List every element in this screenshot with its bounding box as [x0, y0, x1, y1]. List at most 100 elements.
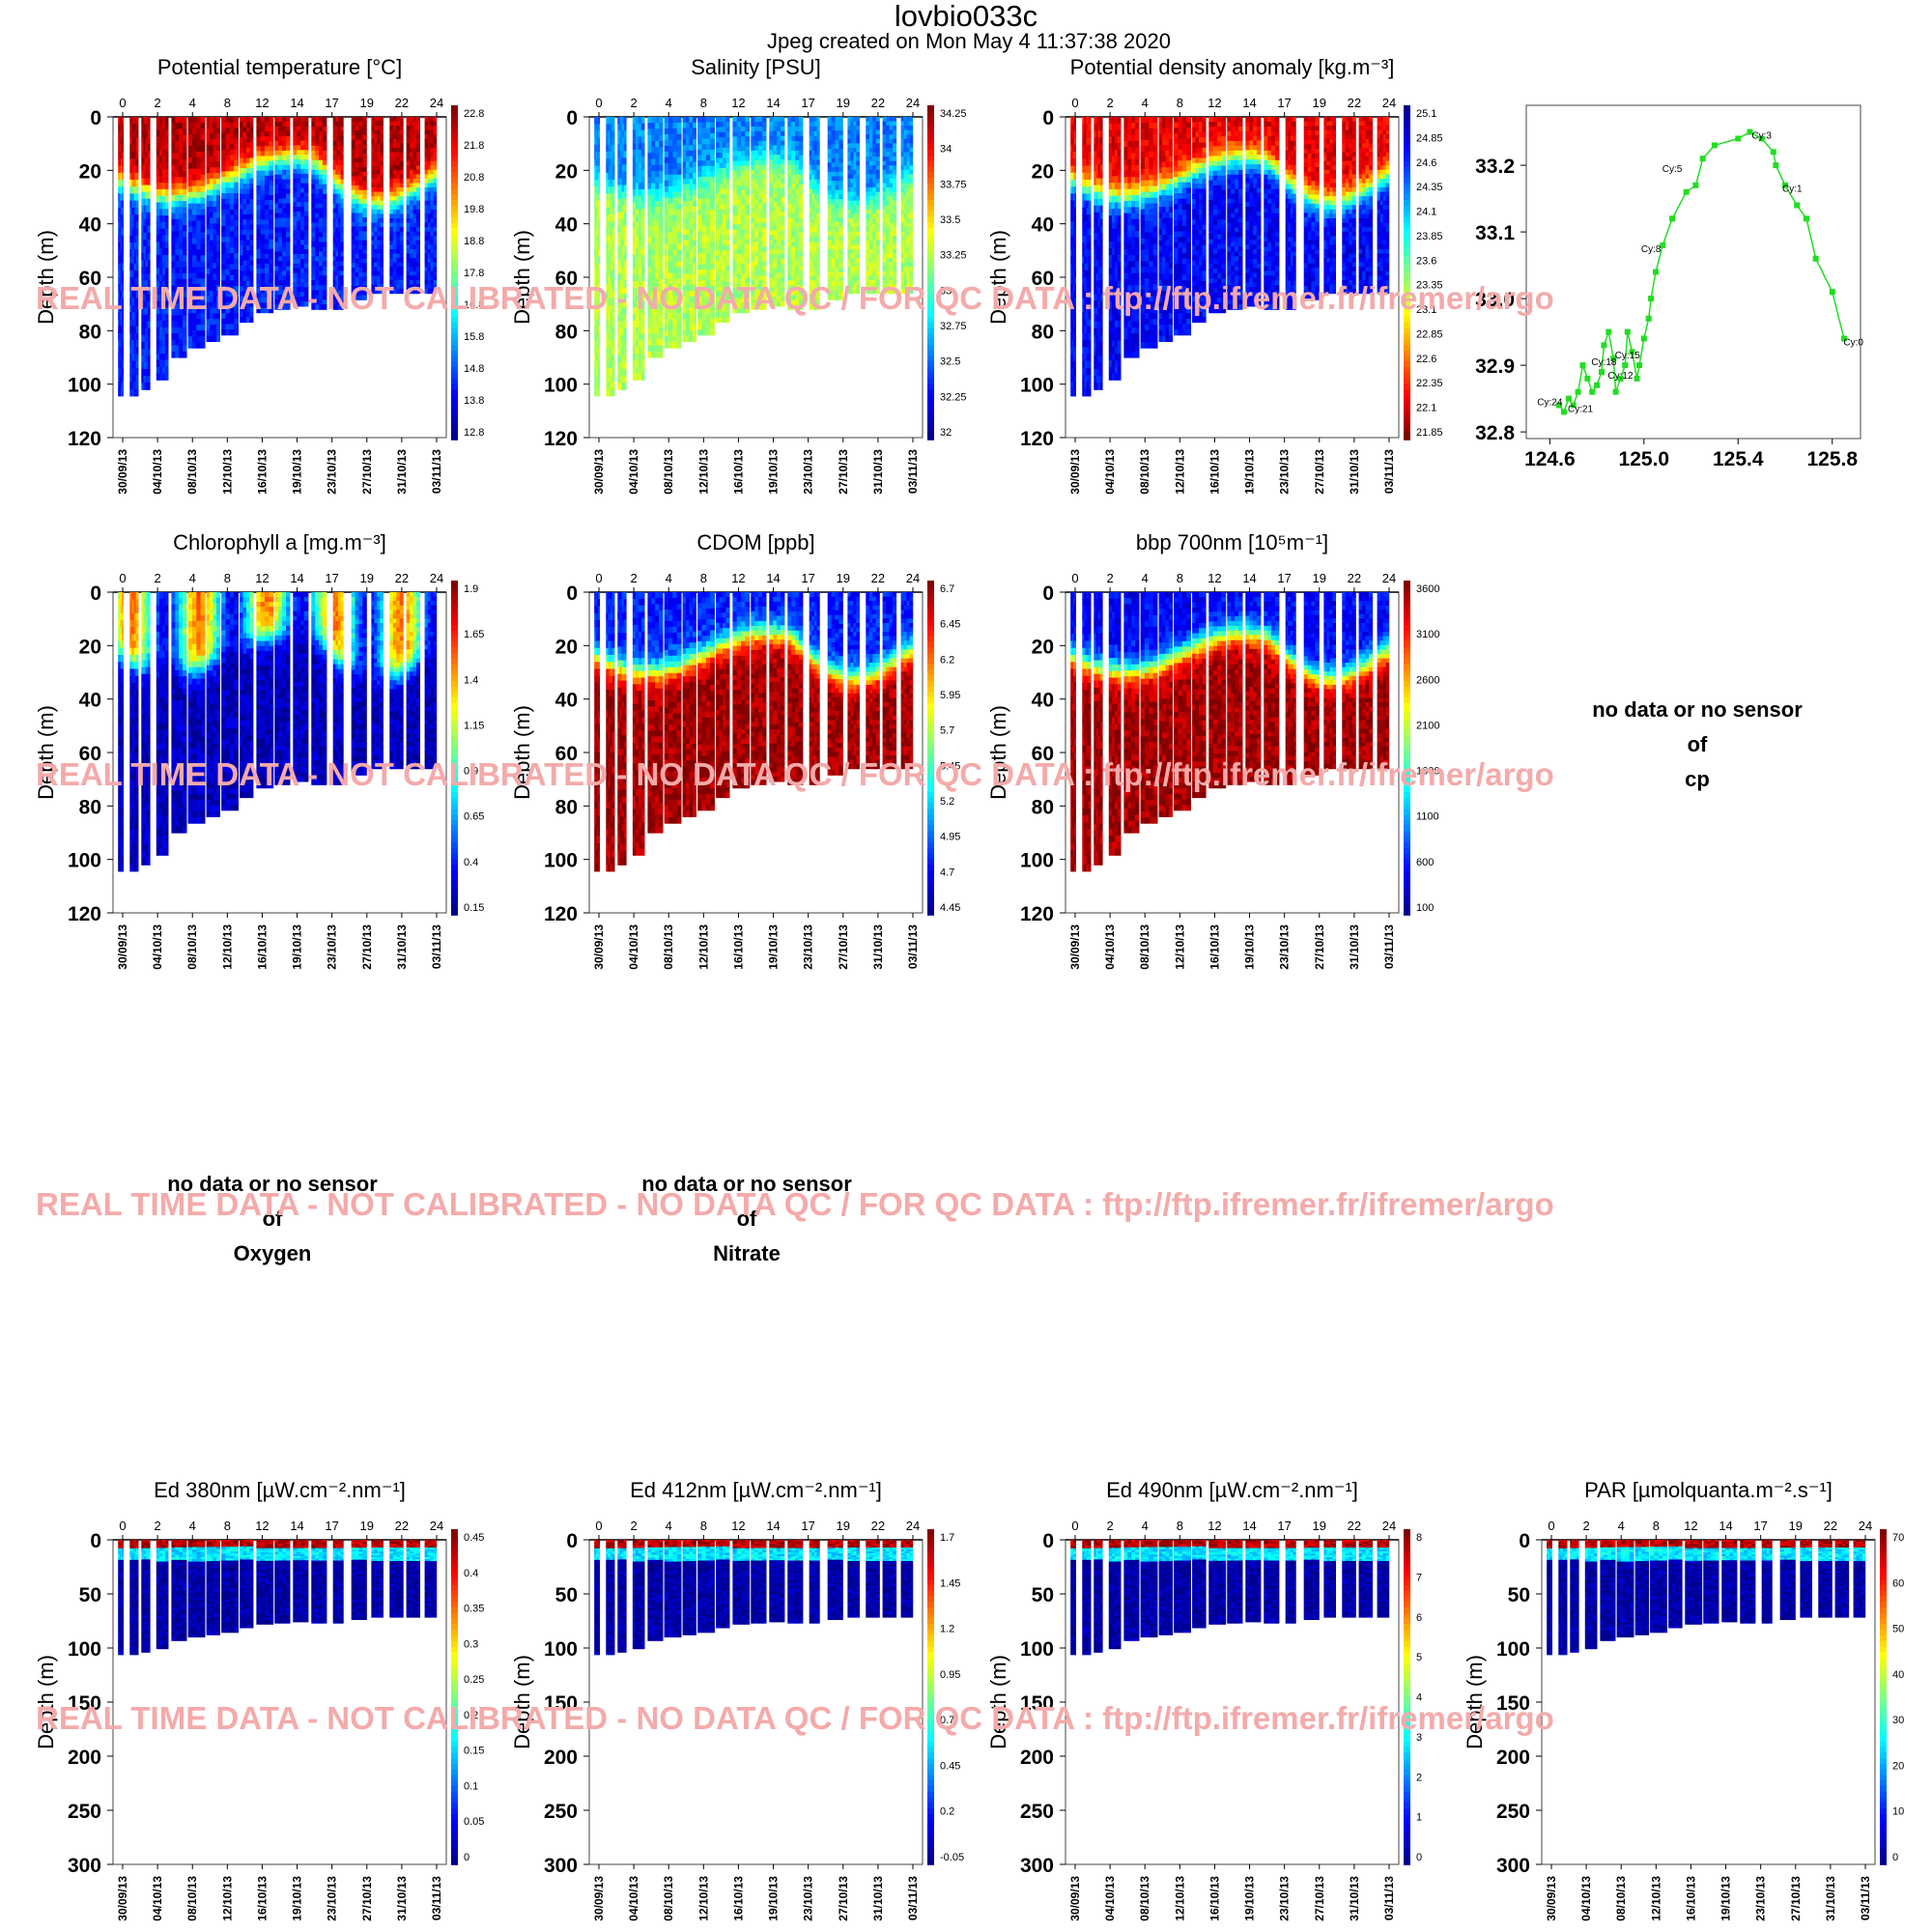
- data-cell: [201, 330, 206, 337]
- data-cell: [213, 229, 217, 235]
- data-cell: [221, 171, 226, 177]
- data-cell: [171, 171, 176, 178]
- data-cell: [171, 147, 176, 154]
- data-cell: [188, 261, 193, 268]
- data-cell: [165, 347, 169, 354]
- data-cell: [207, 257, 211, 263]
- data-cell: [207, 325, 211, 330]
- data-cell: [225, 187, 230, 193]
- data-cell: [201, 175, 206, 182]
- data-cell: [221, 183, 226, 188]
- data-cell: [156, 124, 160, 130]
- data-cell: [249, 148, 253, 154]
- figure: lovbio033c Jpeg created on Mon May 4 11:…: [0, 0, 1932, 1932]
- data-cell: [225, 237, 230, 242]
- data-cell: [249, 210, 253, 215]
- data-cell: [196, 181, 201, 187]
- data-cell: [136, 389, 139, 397]
- data-cell: [230, 253, 235, 259]
- data-cell: [179, 213, 184, 220]
- data-cell: [196, 152, 201, 158]
- data-cell: [225, 128, 230, 133]
- data-cell: [165, 163, 169, 170]
- data-cell: [221, 123, 226, 128]
- data-cell: [234, 123, 239, 128]
- data-cell: [188, 134, 193, 141]
- data-cell: [188, 157, 193, 164]
- data-cell: [207, 218, 211, 224]
- data-cell: [179, 153, 184, 159]
- data-cell: [201, 163, 206, 170]
- data-cell: [225, 117, 230, 123]
- data-cell: [221, 220, 226, 226]
- data-cell: [216, 151, 220, 156]
- data-cell: [179, 171, 184, 178]
- data-cell: [234, 264, 239, 270]
- data-cell: [207, 269, 211, 274]
- data-cell: [148, 206, 151, 213]
- data-cell: [179, 346, 184, 353]
- data-cell: [216, 156, 220, 162]
- data-cell: [136, 173, 139, 181]
- data-cell: [249, 194, 253, 200]
- data-cell: [148, 233, 151, 241]
- data-cell: [156, 169, 160, 176]
- data-cell: [136, 117, 139, 125]
- data-cell: [196, 255, 201, 262]
- data-cell: [234, 128, 239, 133]
- data-cell: [183, 128, 187, 135]
- data-cell: [216, 145, 220, 151]
- data-cell: [179, 333, 184, 340]
- data-cell: [213, 319, 217, 325]
- data-cell: [201, 239, 206, 245]
- data-cell: [179, 249, 184, 256]
- data-cell: [213, 167, 217, 173]
- data-cell: [188, 169, 193, 176]
- data-cell: [234, 177, 239, 183]
- data-cell: [179, 273, 184, 280]
- data-cell: [221, 242, 226, 248]
- data-cell: [122, 355, 124, 362]
- data-cell: [165, 169, 169, 176]
- data-cell: [213, 117, 217, 123]
- data-cell: [179, 327, 184, 334]
- data-cell: [230, 160, 235, 166]
- data-cell: [122, 166, 124, 174]
- data-cell: [183, 195, 187, 202]
- data-cell: [183, 327, 187, 334]
- data-cell: [201, 261, 206, 268]
- data-cell: [201, 342, 206, 349]
- data-cell: [243, 188, 247, 194]
- data-cell: [243, 163, 247, 169]
- data-cell: [171, 128, 176, 135]
- data-cell: [249, 132, 253, 138]
- data-cell: [201, 272, 206, 279]
- data-cell: [165, 215, 169, 222]
- data-cell: [207, 201, 211, 207]
- data-cell: [179, 219, 184, 226]
- data-cell: [225, 220, 230, 226]
- data-cell: [225, 193, 230, 199]
- data-cell: [179, 243, 184, 250]
- data-cell: [183, 201, 187, 208]
- data-cell: [216, 190, 220, 196]
- data-cell: [225, 171, 230, 177]
- data-cell: [196, 123, 201, 129]
- data-cell: [179, 207, 184, 213]
- data-cell: [148, 369, 151, 377]
- data-cell: [171, 123, 176, 129]
- data-cell: [136, 130, 139, 138]
- data-cell: [192, 123, 197, 129]
- data-cell: [156, 215, 160, 222]
- data-cell: [221, 150, 226, 156]
- data-cell: [196, 204, 201, 211]
- data-cell: [183, 249, 187, 256]
- data-cell: [230, 156, 235, 161]
- data-cell: [183, 238, 187, 244]
- data-cell: [188, 342, 193, 349]
- data-cell: [221, 210, 226, 215]
- data-cell: [225, 264, 230, 270]
- data-cell: [216, 251, 220, 257]
- data-cell: [171, 117, 176, 124]
- data-cell: [165, 373, 169, 380]
